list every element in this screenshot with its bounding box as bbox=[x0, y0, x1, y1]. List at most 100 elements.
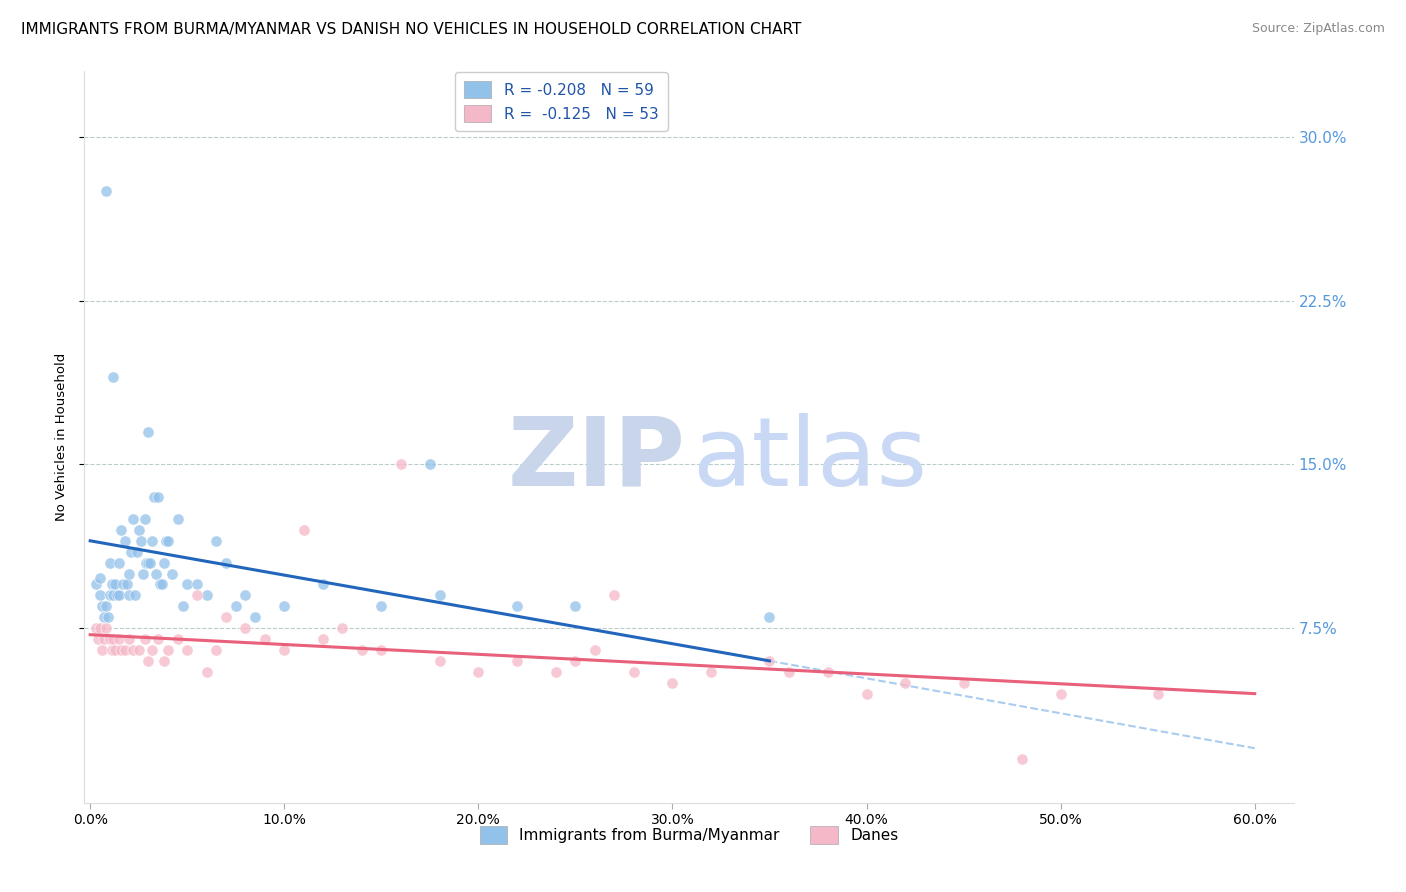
Text: ZIP: ZIP bbox=[508, 412, 685, 506]
Point bbox=[118, 566, 141, 581]
Point bbox=[1146, 687, 1168, 701]
Point bbox=[146, 490, 169, 504]
Point bbox=[389, 458, 412, 472]
Point bbox=[94, 599, 117, 614]
Point bbox=[134, 512, 156, 526]
Point bbox=[93, 632, 115, 646]
Point bbox=[952, 675, 974, 690]
Point bbox=[370, 599, 392, 614]
Point bbox=[332, 621, 354, 635]
Point bbox=[141, 643, 163, 657]
Point bbox=[205, 643, 228, 657]
Point bbox=[90, 643, 112, 657]
Point bbox=[122, 643, 145, 657]
Point bbox=[243, 610, 266, 624]
Point bbox=[176, 643, 198, 657]
Point bbox=[89, 571, 111, 585]
Point bbox=[166, 632, 188, 646]
Point bbox=[105, 588, 128, 602]
Point bbox=[145, 566, 167, 581]
Point bbox=[156, 643, 179, 657]
Point bbox=[143, 490, 166, 504]
Point bbox=[312, 577, 335, 591]
Point bbox=[138, 654, 160, 668]
Point bbox=[94, 185, 117, 199]
Point bbox=[583, 643, 606, 657]
Point bbox=[114, 533, 136, 548]
Point bbox=[138, 556, 160, 570]
Point bbox=[155, 533, 177, 548]
Point bbox=[429, 588, 451, 602]
Point bbox=[253, 632, 276, 646]
Point bbox=[108, 588, 131, 602]
Point bbox=[235, 588, 257, 602]
Point bbox=[103, 632, 125, 646]
Point bbox=[115, 577, 138, 591]
Point bbox=[135, 556, 157, 570]
Point bbox=[312, 632, 335, 646]
Point bbox=[104, 577, 127, 591]
Y-axis label: No Vehicles in Household: No Vehicles in Household bbox=[55, 353, 67, 521]
Point bbox=[104, 643, 127, 657]
Point bbox=[160, 566, 183, 581]
Point bbox=[273, 643, 295, 657]
Point bbox=[108, 556, 131, 570]
Point bbox=[564, 599, 586, 614]
Point bbox=[506, 654, 529, 668]
Legend: Immigrants from Burma/Myanmar, Danes: Immigrants from Burma/Myanmar, Danes bbox=[474, 820, 904, 850]
Point bbox=[93, 610, 115, 624]
Point bbox=[89, 621, 111, 635]
Point bbox=[758, 610, 780, 624]
Point bbox=[817, 665, 839, 679]
Point bbox=[225, 599, 247, 614]
Point bbox=[138, 425, 160, 439]
Point bbox=[273, 599, 295, 614]
Point bbox=[778, 665, 800, 679]
Point bbox=[114, 643, 136, 657]
Point bbox=[100, 577, 122, 591]
Text: atlas: atlas bbox=[693, 412, 928, 506]
Point bbox=[467, 665, 489, 679]
Point bbox=[118, 588, 141, 602]
Point bbox=[195, 665, 218, 679]
Point bbox=[110, 643, 132, 657]
Point bbox=[90, 599, 112, 614]
Point bbox=[1011, 752, 1033, 766]
Point bbox=[153, 556, 176, 570]
Point bbox=[84, 621, 107, 635]
Point bbox=[122, 512, 145, 526]
Point bbox=[195, 588, 218, 602]
Point bbox=[149, 577, 172, 591]
Point bbox=[108, 632, 131, 646]
Point bbox=[292, 523, 315, 537]
Point bbox=[124, 588, 146, 602]
Point bbox=[172, 599, 194, 614]
Point bbox=[205, 533, 228, 548]
Point bbox=[176, 577, 198, 591]
Point bbox=[98, 556, 121, 570]
Point bbox=[156, 533, 179, 548]
Point bbox=[215, 556, 238, 570]
Point bbox=[235, 621, 257, 635]
Point bbox=[84, 577, 107, 591]
Point bbox=[758, 654, 780, 668]
Point bbox=[128, 523, 150, 537]
Point bbox=[370, 643, 392, 657]
Point bbox=[150, 577, 173, 591]
Point bbox=[186, 577, 208, 591]
Point bbox=[419, 458, 441, 472]
Point bbox=[110, 523, 132, 537]
Point bbox=[855, 687, 877, 701]
Point bbox=[89, 588, 111, 602]
Point bbox=[186, 588, 208, 602]
Point bbox=[128, 643, 150, 657]
Point bbox=[506, 599, 529, 614]
Point bbox=[112, 577, 135, 591]
Point bbox=[125, 545, 148, 559]
Point bbox=[350, 643, 373, 657]
Point bbox=[98, 588, 121, 602]
Point bbox=[139, 556, 162, 570]
Point bbox=[100, 643, 122, 657]
Point bbox=[146, 632, 169, 646]
Point bbox=[98, 632, 121, 646]
